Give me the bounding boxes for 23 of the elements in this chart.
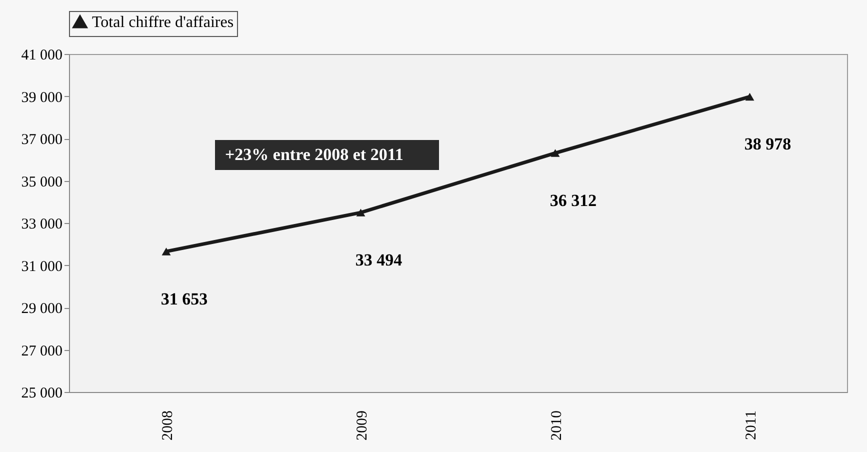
y-tick-label: 31 000 [21, 258, 62, 275]
y-tick-label: 27 000 [21, 343, 62, 360]
point [745, 92, 754, 101]
y-tick-label: 25 000 [21, 386, 62, 402]
y-tick-label: 39 000 [21, 90, 62, 106]
point [550, 149, 560, 157]
y-tick-label: 41 000 [21, 48, 62, 64]
data-label: 31 653 [160, 289, 208, 308]
legend-label: Total chiffre d'affaires [92, 14, 234, 31]
point [356, 208, 366, 216]
data-label: 38 978 [744, 134, 792, 154]
y-tick-label: 37 000 [21, 132, 62, 148]
data-label: 36 312 [550, 191, 597, 210]
x-tick-label: 2011 [743, 410, 760, 440]
y-tick-label: 35 000 [21, 174, 62, 190]
annotation: +23% entre 2008 et 2011 [215, 140, 440, 170]
x-tick-label: 2008 [160, 410, 176, 440]
point [162, 248, 171, 256]
x-tick-label: 2010 [548, 410, 565, 440]
data-label: 33 494 [355, 250, 403, 270]
y-tick-label: 29 000 [21, 301, 62, 317]
y-tick-label: 33 000 [21, 216, 62, 232]
x-tick-label: 2009 [354, 410, 370, 440]
